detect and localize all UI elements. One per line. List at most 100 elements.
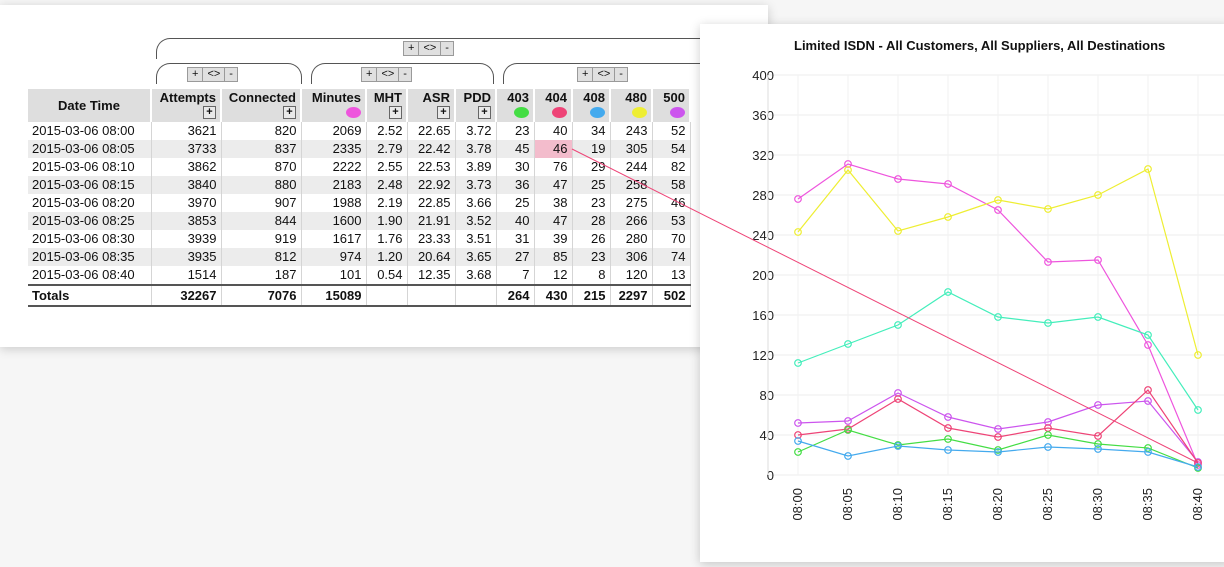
group-toggle-button[interactable]: <> [592, 67, 616, 82]
column-header-connected[interactable]: Connected + [221, 89, 302, 122]
cell-c480[interactable]: 120 [610, 266, 653, 285]
cell-attempts[interactable]: 3853 [151, 212, 222, 230]
cell-datetime[interactable]: 2015-03-06 08:00 [28, 122, 152, 140]
series-color-dot[interactable] [552, 107, 567, 118]
cell-c480[interactable]: 305 [610, 140, 653, 158]
cell-connected[interactable]: 837 [221, 140, 302, 158]
cell-c403[interactable]: 36 [496, 176, 535, 194]
cell-c403[interactable]: 7 [496, 266, 535, 285]
cell-asr[interactable]: 22.42 [407, 140, 456, 158]
series-color-dot[interactable] [590, 107, 605, 118]
group-expand-button[interactable]: + [403, 41, 420, 56]
table-row[interactable]: 2015-03-06 08:25 3853 844 1600 1.90 21.91 3.52… [28, 212, 691, 230]
cell-mht[interactable]: 2.19 [366, 194, 408, 212]
cell-c408[interactable]: 23 [572, 194, 611, 212]
cell-minutes[interactable]: 1617 [301, 230, 367, 248]
cell-datetime[interactable]: 2015-03-06 08:30 [28, 230, 152, 248]
cell-c408[interactable]: 29 [572, 158, 611, 176]
column-header-pdd[interactable]: PDD + [455, 89, 497, 122]
cell-c404[interactable]: 40 [534, 122, 573, 140]
table-row[interactable]: 2015-03-06 08:15 3840 880 2183 2.48 22.92 3.73… [28, 176, 691, 194]
group-collapse-button[interactable]: - [398, 67, 412, 82]
column-header-asr[interactable]: ASR + [407, 89, 456, 122]
column-header-408[interactable]: 408 [572, 89, 611, 122]
cell-datetime[interactable]: 2015-03-06 08:05 [28, 140, 152, 158]
cell-c500[interactable]: 70 [652, 230, 691, 248]
group-collapse-button[interactable]: - [614, 67, 628, 82]
cell-c403[interactable]: 31 [496, 230, 535, 248]
column-header-attempts[interactable]: Attempts + [151, 89, 222, 122]
cell-minutes[interactable]: 2183 [301, 176, 367, 194]
cell-c404[interactable]: 39 [534, 230, 573, 248]
cell-mht[interactable]: 2.79 [366, 140, 408, 158]
cell-minutes[interactable]: 2069 [301, 122, 367, 140]
column-header-datetime[interactable]: Date Time [28, 89, 152, 122]
cell-c408[interactable]: 19 [572, 140, 611, 158]
column-header-500[interactable]: 500 [652, 89, 691, 122]
add-series-button[interactable]: + [203, 106, 216, 119]
cell-pdd[interactable]: 3.52 [455, 212, 497, 230]
series-color-dot[interactable] [670, 107, 685, 118]
cell-mht[interactable]: 2.52 [366, 122, 408, 140]
cell-datetime[interactable]: 2015-03-06 08:25 [28, 212, 152, 230]
cell-asr[interactable]: 21.91 [407, 212, 456, 230]
add-series-button[interactable]: + [437, 106, 450, 119]
cell-c500[interactable]: 13 [652, 266, 691, 285]
cell-pdd[interactable]: 3.51 [455, 230, 497, 248]
cell-mht[interactable]: 2.55 [366, 158, 408, 176]
cell-c408[interactable]: 23 [572, 248, 611, 266]
cell-attempts[interactable]: 3733 [151, 140, 222, 158]
cell-c500[interactable]: 82 [652, 158, 691, 176]
series-color-dot[interactable] [514, 107, 529, 118]
cell-c408[interactable]: 28 [572, 212, 611, 230]
column-header-minutes[interactable]: Minutes [301, 89, 367, 122]
cell-minutes[interactable]: 1600 [301, 212, 367, 230]
cell-asr[interactable]: 23.33 [407, 230, 456, 248]
group-collapse-button[interactable]: - [440, 41, 454, 56]
cell-minutes[interactable]: 101 [301, 266, 367, 285]
cell-c500[interactable]: 58 [652, 176, 691, 194]
group-toggle-button[interactable]: <> [202, 67, 226, 82]
cell-minutes[interactable]: 974 [301, 248, 367, 266]
cell-mht[interactable]: 1.76 [366, 230, 408, 248]
cell-c408[interactable]: 34 [572, 122, 611, 140]
add-series-button[interactable]: + [389, 106, 402, 119]
cell-c408[interactable]: 25 [572, 176, 611, 194]
table-row[interactable]: 2015-03-06 08:05 3733 837 2335 2.79 22.42 3.78… [28, 140, 691, 158]
series-color-dot[interactable] [632, 107, 647, 118]
cell-c408[interactable]: 26 [572, 230, 611, 248]
cell-connected[interactable]: 907 [221, 194, 302, 212]
cell-c404[interactable]: 85 [534, 248, 573, 266]
cell-pdd[interactable]: 3.89 [455, 158, 497, 176]
cell-c500[interactable]: 54 [652, 140, 691, 158]
series-color-dot[interactable] [346, 107, 361, 118]
cell-connected[interactable]: 820 [221, 122, 302, 140]
cell-asr[interactable]: 12.35 [407, 266, 456, 285]
table-row[interactable]: 2015-03-06 08:30 3939 919 1617 1.76 23.33 3.51… [28, 230, 691, 248]
cell-c480[interactable]: 275 [610, 194, 653, 212]
cell-connected[interactable]: 187 [221, 266, 302, 285]
cell-pdd[interactable]: 3.68 [455, 266, 497, 285]
table-row[interactable]: 2015-03-06 08:10 3862 870 2222 2.55 22.53 3.89… [28, 158, 691, 176]
cell-connected[interactable]: 812 [221, 248, 302, 266]
cell-c480[interactable]: 258 [610, 176, 653, 194]
cell-asr[interactable]: 22.92 [407, 176, 456, 194]
group-collapse-button[interactable]: - [224, 67, 238, 82]
cell-connected[interactable]: 919 [221, 230, 302, 248]
cell-c404[interactable]: 76 [534, 158, 573, 176]
cell-c404[interactable]: 38 [534, 194, 573, 212]
cell-mht[interactable]: 1.90 [366, 212, 408, 230]
cell-c404[interactable]: 46 [534, 140, 573, 158]
cell-minutes[interactable]: 2222 [301, 158, 367, 176]
cell-attempts[interactable]: 3840 [151, 176, 222, 194]
table-row[interactable]: 2015-03-06 08:35 3935 812 974 1.20 20.64 3.65 2… [28, 248, 691, 266]
cell-c480[interactable]: 244 [610, 158, 653, 176]
cell-attempts[interactable]: 3621 [151, 122, 222, 140]
cell-c480[interactable]: 266 [610, 212, 653, 230]
cell-c403[interactable]: 45 [496, 140, 535, 158]
group-expand-button[interactable]: + [187, 67, 204, 82]
cell-pdd[interactable]: 3.73 [455, 176, 497, 194]
cell-c403[interactable]: 25 [496, 194, 535, 212]
add-series-button[interactable]: + [478, 106, 491, 119]
cell-pdd[interactable]: 3.65 [455, 248, 497, 266]
